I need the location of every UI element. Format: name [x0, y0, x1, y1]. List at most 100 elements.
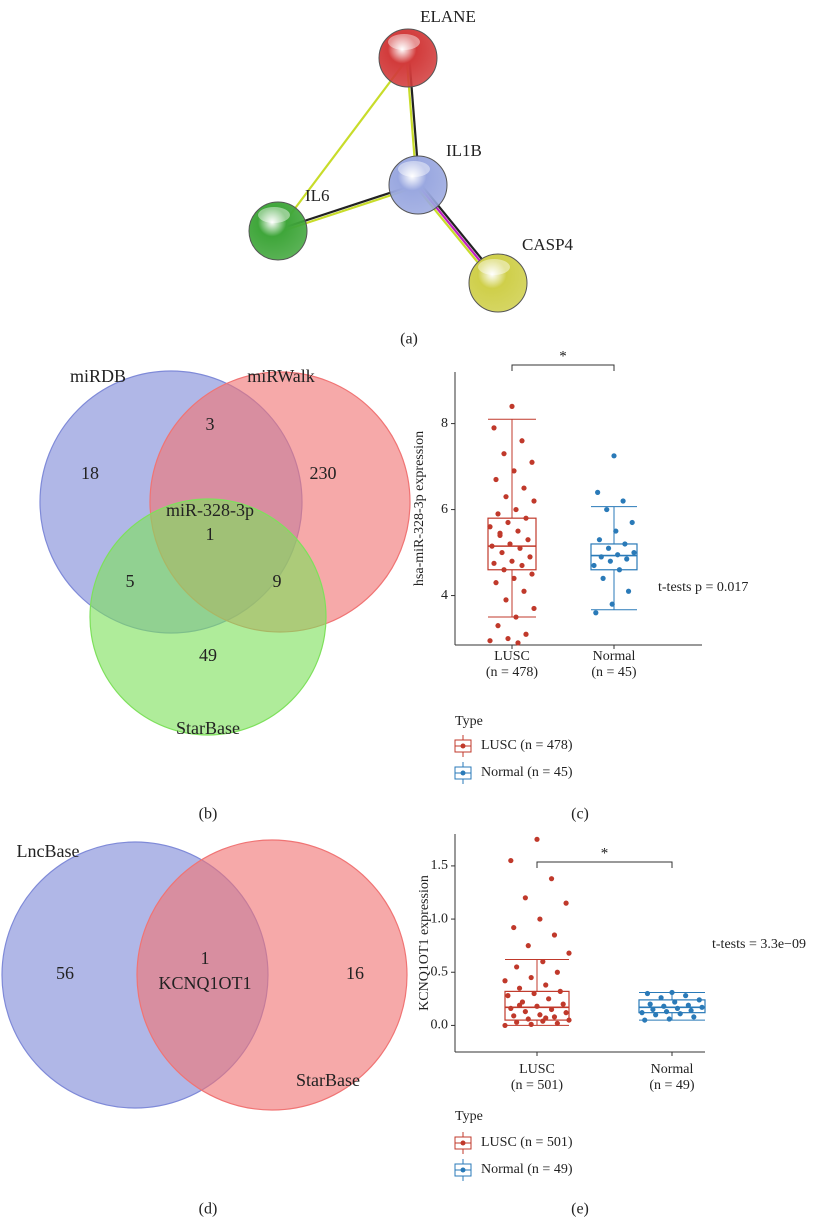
point	[515, 528, 521, 534]
point	[508, 1005, 514, 1012]
point	[514, 964, 520, 970]
point	[699, 1004, 705, 1010]
point	[642, 1017, 648, 1023]
legend-key	[460, 770, 466, 776]
venn-count: 3	[206, 414, 215, 434]
point	[663, 1008, 670, 1015]
point	[531, 990, 537, 997]
x-tick-label: Normal	[651, 1062, 694, 1077]
significance-bracket	[536, 861, 673, 868]
category-count: (n = 501)	[511, 1078, 564, 1093]
point	[685, 1002, 691, 1008]
legend-label: LUSC (n = 478)	[481, 738, 573, 753]
point	[501, 567, 507, 573]
node-highlight	[388, 34, 420, 50]
node-highlight	[258, 207, 290, 223]
point	[546, 996, 552, 1002]
point	[666, 1016, 672, 1022]
point	[644, 990, 651, 997]
x-tick-label: Normal	[593, 649, 636, 664]
point	[540, 959, 546, 965]
venn-count: 5	[126, 571, 135, 591]
panel-label: (d)	[199, 1201, 218, 1218]
point	[501, 451, 507, 457]
point	[554, 1020, 560, 1026]
point	[505, 993, 511, 999]
point	[517, 545, 523, 551]
point	[604, 506, 610, 513]
venn-set-label: StarBase	[176, 718, 240, 738]
point	[521, 588, 527, 594]
venn-set-label: miRDB	[70, 366, 126, 386]
point	[516, 1002, 523, 1008]
point	[527, 554, 533, 560]
network-edge	[277, 57, 409, 232]
legend-label: Normal (n = 49)	[481, 1162, 573, 1177]
point	[653, 1012, 659, 1018]
point	[511, 924, 517, 931]
point	[493, 476, 499, 483]
point	[557, 988, 563, 994]
point	[607, 558, 613, 564]
point	[503, 597, 509, 603]
point	[563, 1010, 569, 1016]
y-tick-label: 1.0	[431, 911, 449, 926]
point	[609, 601, 615, 607]
point	[551, 1014, 558, 1020]
node-highlight	[478, 259, 510, 275]
point	[495, 623, 501, 629]
point	[625, 588, 632, 594]
point	[487, 524, 493, 530]
point	[528, 974, 534, 981]
venn-count: 18	[81, 463, 99, 483]
point	[487, 638, 493, 644]
panel-label: (a)	[400, 331, 418, 348]
point	[566, 950, 572, 956]
point	[511, 575, 517, 581]
point	[551, 932, 558, 938]
point	[691, 1014, 697, 1020]
network-node	[248, 201, 308, 261]
point	[688, 1007, 694, 1014]
point	[611, 453, 617, 459]
point	[560, 1001, 566, 1007]
point	[631, 549, 637, 556]
y-axis-title: hsa-miR-328-3p expression	[412, 431, 427, 586]
annotation: t-tests p = 0.017	[658, 580, 748, 595]
node-label: ELANE	[420, 7, 476, 26]
point	[516, 985, 523, 991]
point	[502, 978, 508, 984]
point	[639, 1010, 645, 1016]
point	[525, 537, 531, 543]
point	[529, 459, 535, 465]
point	[497, 530, 503, 536]
point	[605, 545, 612, 551]
x-tick-label: LUSC	[494, 649, 530, 664]
venn-count: 230	[310, 463, 337, 483]
legend-key	[460, 743, 466, 749]
point	[495, 511, 501, 517]
point	[661, 1003, 667, 1009]
y-tick-label: 8	[441, 416, 448, 431]
point	[502, 1022, 508, 1029]
venn-count: 49	[199, 645, 217, 665]
point	[523, 515, 529, 521]
significance-label: *	[559, 348, 567, 364]
legend-label: Normal (n = 45)	[481, 765, 573, 780]
point	[505, 519, 511, 526]
point	[596, 537, 603, 543]
point	[543, 982, 549, 988]
x-tick-label: LUSC	[519, 1062, 555, 1077]
point	[548, 1006, 555, 1013]
point	[522, 1008, 528, 1015]
venn-count: 16	[346, 963, 364, 983]
point	[548, 876, 555, 882]
panel-label: (e)	[571, 1201, 589, 1218]
point	[591, 562, 597, 569]
y-tick-label: 6	[441, 502, 448, 517]
y-tick-label: 1.5	[431, 858, 449, 873]
node-label: IL1B	[446, 141, 482, 160]
point	[616, 567, 623, 573]
venn-set-label: LncBase	[17, 841, 80, 861]
